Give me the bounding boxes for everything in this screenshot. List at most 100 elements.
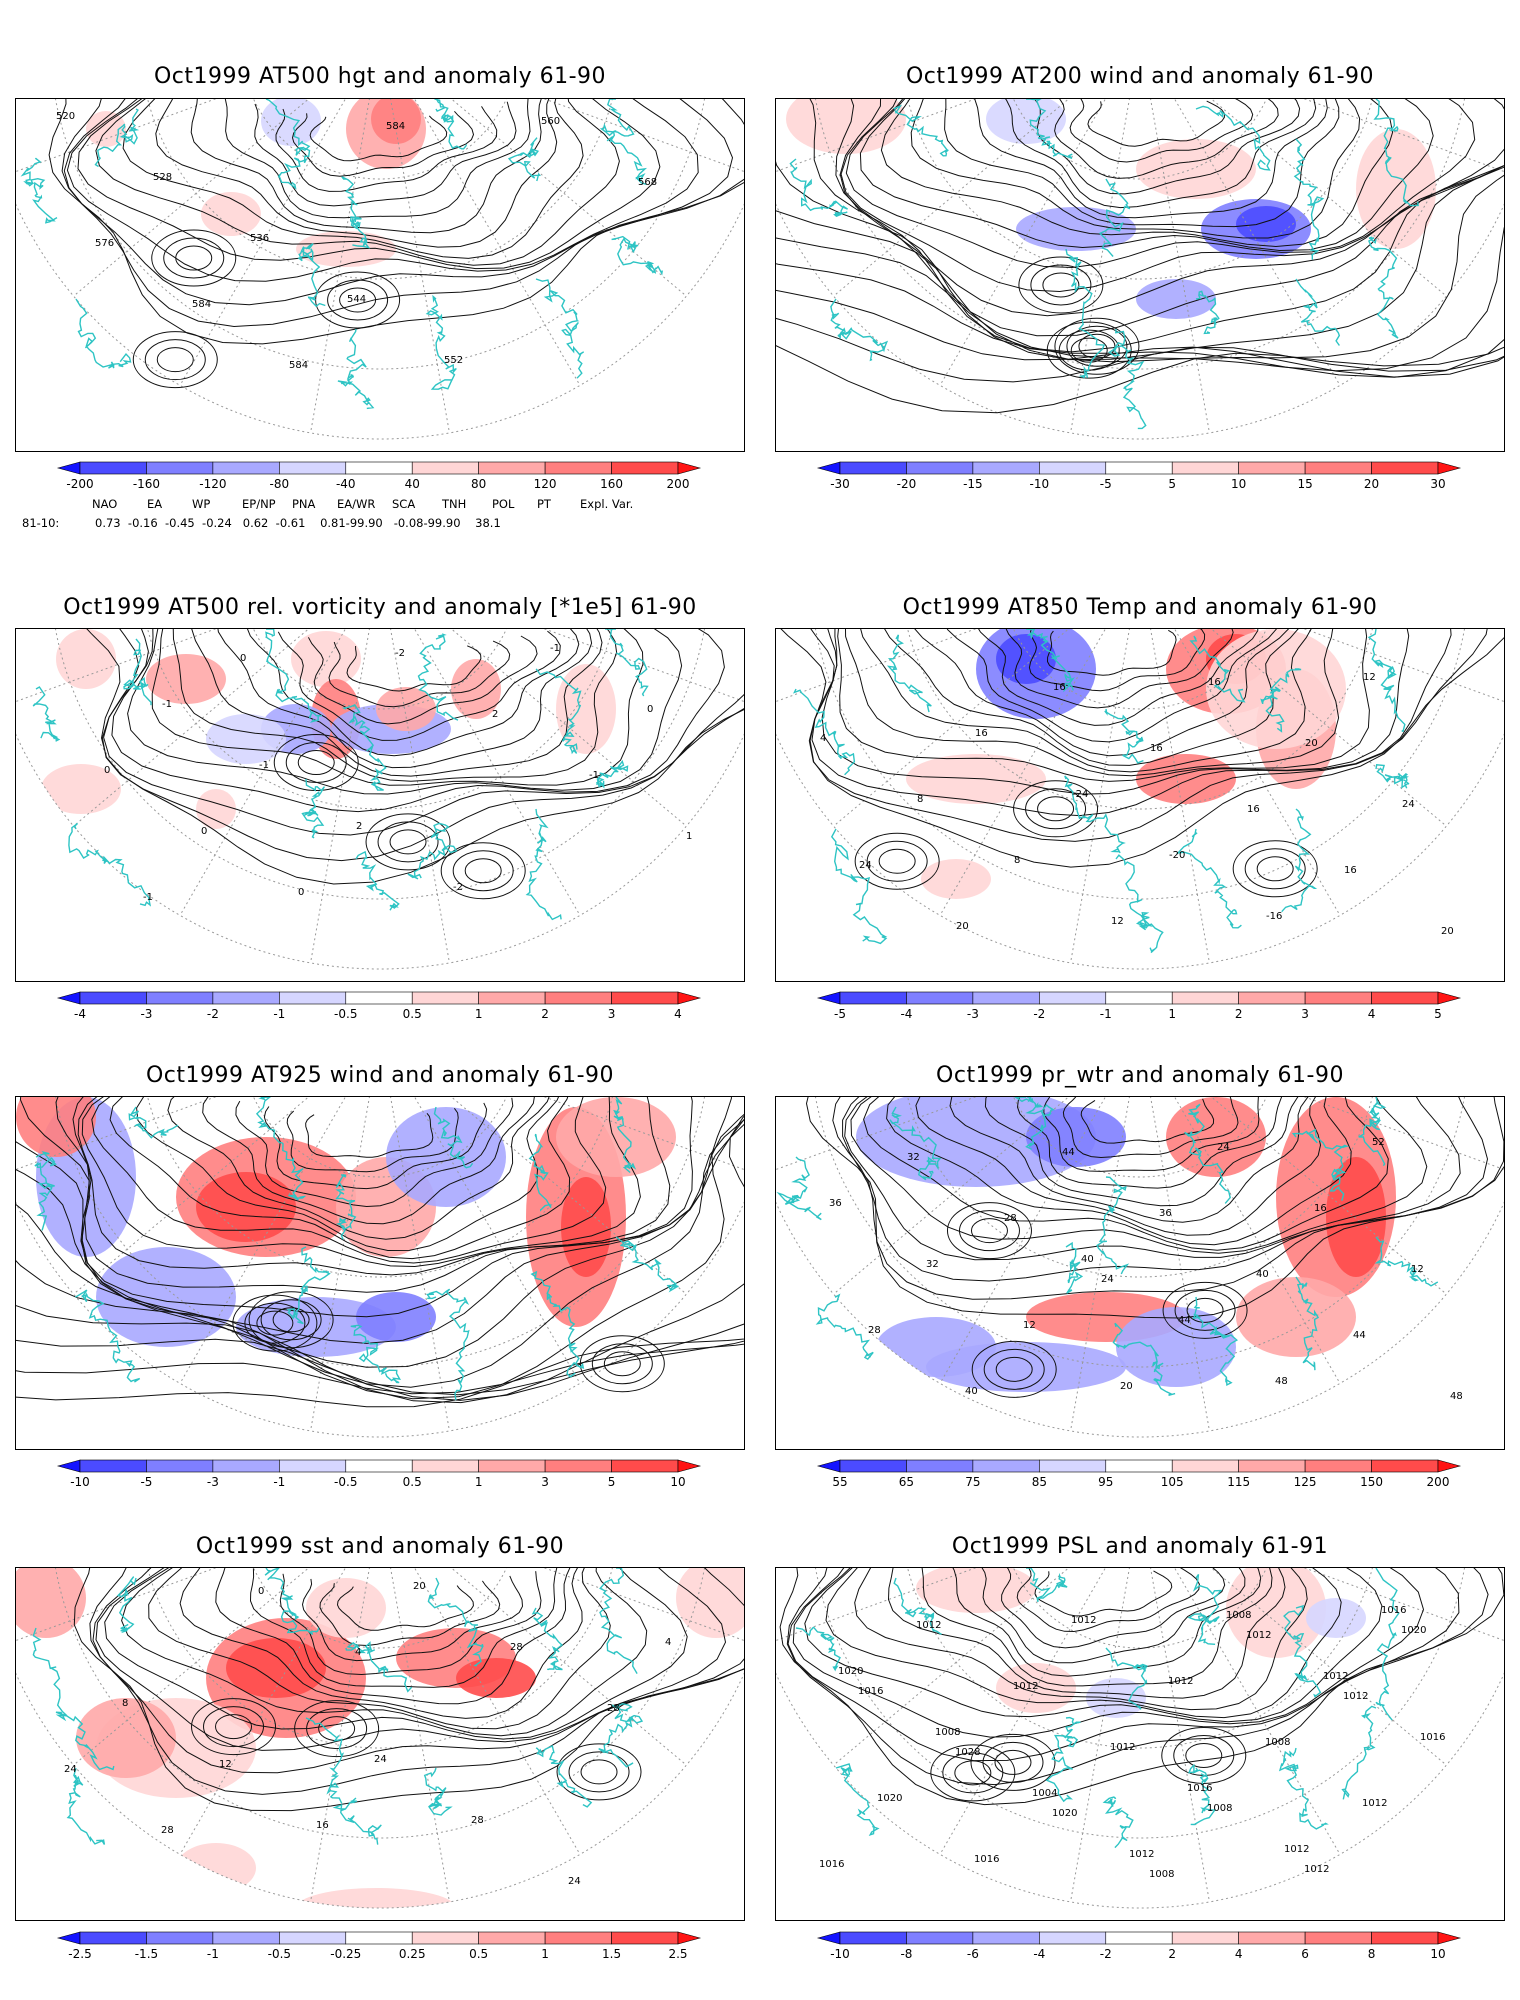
colorbar-segment <box>411 991 479 1005</box>
contour-line <box>1005 99 1317 209</box>
contour-line <box>306 1708 368 1750</box>
contour-label: 536 <box>250 233 269 244</box>
coastline <box>1358 1097 1387 1167</box>
colorbar-segment <box>279 1459 347 1473</box>
contour-line <box>805 1097 1504 1319</box>
coastline <box>417 633 459 721</box>
colorbar: -200 -160 -120 -80 -40 40 80 120 160 200 <box>56 460 702 500</box>
contour-line <box>811 629 1452 817</box>
coastline <box>535 668 582 755</box>
colorbar-tick-label: 30 <box>1430 477 1446 491</box>
contour-line <box>995 1356 1033 1382</box>
colorbar-tick-label: -5 <box>1099 477 1112 491</box>
contour-line <box>994 1749 1032 1775</box>
contour-line <box>144 339 206 381</box>
contour-label: 1012 <box>1129 1849 1154 1860</box>
anomaly-patch <box>926 1342 1126 1392</box>
colorbar-svg <box>816 461 1462 475</box>
contour-line <box>981 1568 1246 1664</box>
contour-line <box>1087 100 1225 147</box>
colorbar-tick-label: 1.5 <box>602 1947 622 1961</box>
contour-line <box>16 1305 744 1401</box>
coastline <box>34 1151 57 1231</box>
contour-label: 584 <box>386 121 405 132</box>
contour-label: 36 <box>1159 1208 1172 1219</box>
colorbar-svg <box>816 991 1462 1005</box>
colorbar-tick-label: 2.5 <box>668 1947 688 1961</box>
hemisphere-mask <box>776 629 1504 981</box>
coastline <box>286 1246 331 1325</box>
anomaly-patch <box>41 764 121 814</box>
hemisphere-mask <box>776 1097 1504 1449</box>
contour-line <box>946 1202 1032 1260</box>
contour-line <box>179 1568 583 1719</box>
contour-label: -20 <box>1169 850 1185 861</box>
coastlines <box>776 1097 1439 1396</box>
contour-line <box>215 1714 253 1740</box>
contour-line <box>984 1097 1299 1207</box>
coastline <box>605 629 649 697</box>
colorbar-segment <box>1304 1931 1372 1945</box>
contour-labels: 40 44 48 52 36 32 12 20 24 16 12 28 40 44 36 40 44 48 32 28… <box>829 1137 1463 1402</box>
contour-line <box>974 99 1328 219</box>
coastline <box>305 1717 345 1804</box>
index-header: EA <box>147 497 163 511</box>
contour-line <box>859 99 1434 252</box>
anomaly-patch <box>1236 206 1296 242</box>
contour-label: 52 <box>1372 1137 1385 1148</box>
colorbar-tick-label: 200 <box>666 477 690 491</box>
colorbar-segment <box>544 1931 612 1945</box>
coastline <box>1115 854 1164 954</box>
colorbar-segment <box>212 1931 280 1945</box>
contour-label: 44 <box>1178 1315 1191 1326</box>
contour-label: 20 <box>1441 926 1454 937</box>
colorbar-segment <box>1171 1459 1239 1473</box>
map-svg: 1016 1012 1016 1020 1008 1004 1012 1008 1012 1016… <box>776 1568 1504 1920</box>
colorbar-tick-label: -3 <box>206 1475 219 1489</box>
anomaly-patch <box>96 1247 236 1347</box>
contour-label: 40 <box>1256 1269 1269 1280</box>
anomaly-patch <box>1226 1568 1326 1658</box>
contour-label: 1012 <box>1304 1864 1329 1875</box>
contour-line <box>954 1760 992 1786</box>
contour-line <box>91 1097 607 1264</box>
contour-label: 12 <box>1023 1320 1036 1331</box>
contour-label: 20 <box>413 1581 426 1592</box>
colorbar-segment <box>79 1931 147 1945</box>
contour-line <box>1244 848 1306 890</box>
coastline <box>265 99 311 190</box>
colorbar-tick-label: 40 <box>404 477 420 491</box>
contour-line <box>156 347 194 373</box>
contour-label: -1 <box>259 760 269 771</box>
colorbar-tip-high <box>1437 991 1462 1005</box>
coastline <box>66 1767 106 1845</box>
contour-line <box>786 1568 1489 1786</box>
colorbar-tip-low <box>816 1931 841 1945</box>
contour-line <box>16 1123 744 1368</box>
colorbar-segment <box>839 1459 907 1473</box>
contour-line <box>844 1097 1461 1261</box>
contour-label: 1008 <box>1207 1803 1232 1814</box>
index-header: Expl. Var. <box>580 497 634 511</box>
contour-label: 24 <box>374 1754 387 1765</box>
anomaly-patch <box>676 1568 744 1638</box>
hemisphere-mask <box>776 99 1504 451</box>
colorbar: -30 -20 -15 -10 -5 5 10 15 20 30 <box>816 460 1462 500</box>
contour-line <box>1185 1742 1223 1768</box>
contour-line <box>884 629 1299 766</box>
contour-line <box>568 1751 630 1793</box>
colorbar-segment <box>972 1459 1040 1473</box>
colorbar-tick-label: 0.5 <box>402 1007 422 1021</box>
contour-labels: 16 -24 -20 -16 12 4 8 8 12 16 20 24 24 20 16 16 16 16 20 <box>820 672 1454 937</box>
contour-line <box>946 629 1277 743</box>
contour-line <box>263 1102 488 1190</box>
colorbar: -2.5 -1.5 -1 -0.5 -0.25 0.25 0.5 1 1.5 2.5 <box>56 1930 702 1970</box>
coastline <box>1065 1241 1084 1294</box>
contour-line <box>915 1097 1322 1236</box>
colorbar-segment <box>478 1459 546 1473</box>
anomaly-patch <box>556 1097 676 1177</box>
contour-line <box>121 1568 648 1737</box>
colorbar-tick-label: -20 <box>896 477 917 491</box>
colorbar-segment <box>611 461 679 475</box>
colorbar-segment <box>1238 1931 1306 1945</box>
